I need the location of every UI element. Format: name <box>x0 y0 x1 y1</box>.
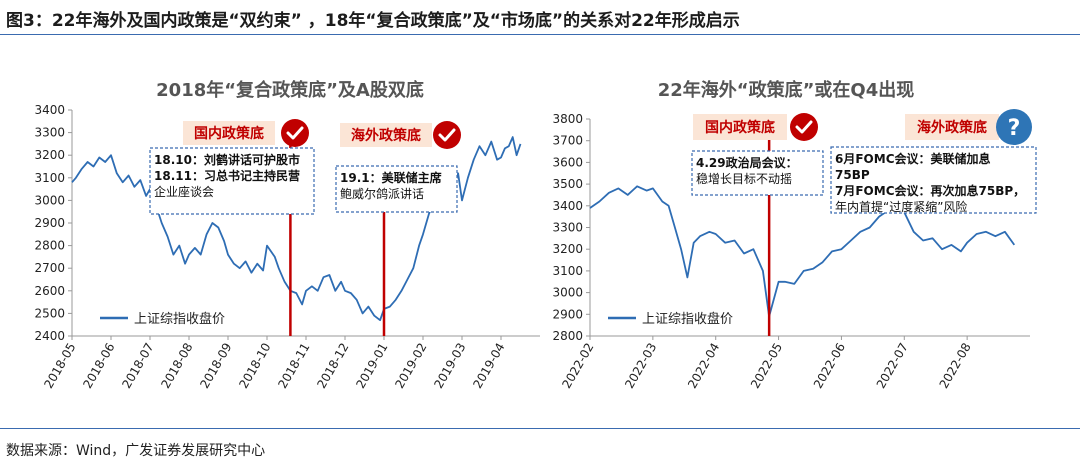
source-note: 数据来源：Wind，广发证券发展研究中心 <box>6 443 266 459</box>
y-tick-label: 2700 <box>34 261 65 275</box>
x-tick-label: 2022-08 <box>937 341 974 391</box>
figure-title: 图3：22年海外及国内政策是“双约束” ，18年“复合政策底”及“市场底”的关系… <box>6 11 740 31</box>
annotation-line: 7月FOMC会议：再次加息75BP， <box>835 183 1025 198</box>
x-tick-label: 2018-09 <box>197 341 234 391</box>
x-tick-label: 2022-02 <box>559 341 596 391</box>
x-tick-label: 2022-07 <box>874 341 911 391</box>
x-tick-label: 2022-05 <box>748 341 785 391</box>
annotation-line: 19.1：美联储主席 <box>340 170 442 185</box>
policy-label: 国内政策底 <box>705 119 775 136</box>
annotation-line: 75BP <box>835 168 870 182</box>
y-tick-label: 3400 <box>34 103 65 117</box>
policy-label: 海外政策底 <box>351 127 421 144</box>
y-tick-label: 2900 <box>34 216 65 230</box>
y-tick-label: 2800 <box>34 239 65 253</box>
y-tick-label: 3300 <box>34 126 65 140</box>
x-tick-label: 2022-03 <box>622 341 659 391</box>
annotation-box <box>830 146 1037 214</box>
annotation-line: 鲍威尔鸽派讲话 <box>340 186 424 201</box>
policy-label: 国内政策底 <box>194 125 264 142</box>
y-tick-label: 3300 <box>552 221 583 235</box>
annotation-box <box>335 165 458 213</box>
policy-label-bg <box>905 114 999 140</box>
annotation-line: 企业座谈会 <box>154 184 214 199</box>
policy-label-bg <box>340 123 432 147</box>
chart-title: 22年海外“政策底”或在Q4出现 <box>658 79 915 101</box>
y-tick-label: 2600 <box>34 284 65 298</box>
legend-label: 上证综指收盘价 <box>134 311 225 327</box>
x-tick-label: 2018-05 <box>41 341 78 391</box>
x-tick-label: 2018-10 <box>236 341 273 391</box>
x-tick-label: 2019-02 <box>392 341 429 391</box>
legend-label: 上证综指收盘价 <box>642 311 733 327</box>
policy-label-bg <box>693 114 787 140</box>
check-icon <box>433 121 461 149</box>
y-tick-label: 2500 <box>34 306 65 320</box>
y-tick-label: 3400 <box>552 199 583 213</box>
x-tick-label: 2018-12 <box>314 341 351 391</box>
top-rule <box>0 34 1080 35</box>
check-icon-mark <box>795 120 813 134</box>
check-icon <box>790 113 818 141</box>
x-tick-label: 2018-11 <box>275 341 312 391</box>
y-tick-label: 3000 <box>552 286 583 300</box>
series-line <box>589 185 1016 318</box>
annotation-line: 4.29政治局会议： <box>696 155 798 170</box>
annotation-box <box>691 150 824 196</box>
question-icon <box>996 109 1032 145</box>
y-tick-label: 3200 <box>552 242 583 256</box>
bottom-rule <box>0 428 1080 429</box>
y-tick-label: 3600 <box>552 155 583 169</box>
y-tick-label: 2800 <box>552 329 583 343</box>
y-tick-label: 3000 <box>34 193 65 207</box>
x-tick-label: 2022-04 <box>685 341 722 391</box>
y-tick-label: 3200 <box>34 148 65 162</box>
question-icon-glyph: ? <box>1008 116 1021 141</box>
check-icon-mark <box>438 128 456 142</box>
check-icon-mark <box>286 126 304 140</box>
x-tick-label: 2019-04 <box>470 341 507 391</box>
y-tick-label: 3700 <box>552 134 583 148</box>
y-tick-label: 3500 <box>552 177 583 191</box>
y-tick-label: 2400 <box>34 329 65 343</box>
chart-title: 2018年“复合政策底”及A股双底 <box>156 79 424 101</box>
annotation-line: 年内首提“过度紧缩”风险 <box>835 199 967 214</box>
x-tick-label: 2022-06 <box>811 341 848 391</box>
annotation-line: 18.11：习总书记主持民营 <box>154 168 300 183</box>
annotation-line: 稳增长目标不动摇 <box>696 171 792 186</box>
annotation-line: 18.10：刘鹤讲话可护股市 <box>154 152 300 167</box>
x-tick-label: 2018-07 <box>119 341 156 391</box>
check-icon <box>281 119 309 147</box>
y-tick-label: 3800 <box>552 112 583 126</box>
x-tick-label: 2018-08 <box>158 341 195 391</box>
y-tick-label: 2900 <box>552 307 583 321</box>
x-tick-label: 2018-06 <box>80 341 117 391</box>
x-tick-label: 2019-01 <box>353 341 390 391</box>
y-tick-label: 3100 <box>34 171 65 185</box>
policy-label: 海外政策底 <box>917 119 987 136</box>
policy-label-bg <box>183 121 275 145</box>
x-tick-label: 2019-03 <box>431 341 468 391</box>
annotation-box <box>149 147 315 215</box>
y-tick-label: 3100 <box>552 264 583 278</box>
annotation-line: 6月FOMC会议：美联储加息 <box>835 151 991 166</box>
